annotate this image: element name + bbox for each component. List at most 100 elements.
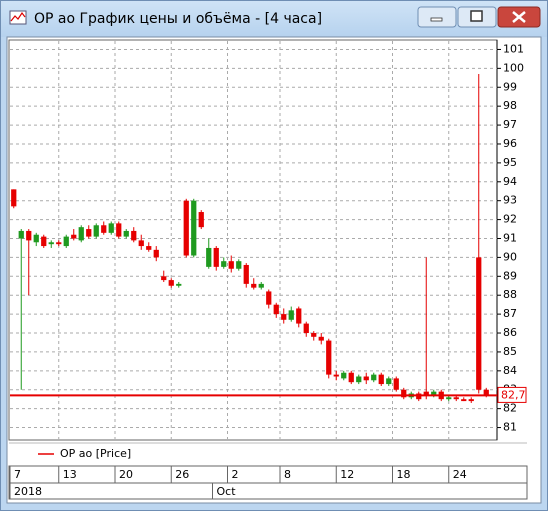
candle-body — [266, 291, 272, 305]
candle-body — [258, 283, 264, 288]
x-tick-label: 20 — [119, 468, 133, 481]
x-secondary-tick-label: 2018 — [14, 485, 42, 498]
y-tick-label: 93 — [503, 194, 517, 207]
maximize-button[interactable] — [457, 6, 497, 28]
candle-body — [303, 323, 309, 334]
y-tick-label: 81 — [503, 421, 517, 434]
candle-body — [393, 378, 399, 390]
minimize-button[interactable] — [417, 6, 457, 28]
candle-body — [11, 189, 17, 207]
candle-body — [101, 225, 107, 233]
y-tick-label: 82 — [503, 402, 517, 415]
y-tick-label: 89 — [503, 269, 517, 282]
legend-label: ОР ао [Price] — [60, 447, 131, 460]
candle-body — [183, 200, 189, 256]
candle-body — [131, 230, 137, 241]
candle-body — [333, 374, 339, 377]
candle-body — [423, 391, 429, 396]
candle-body — [288, 310, 294, 320]
candle-body — [311, 333, 317, 337]
candle-body — [41, 236, 47, 247]
candle-body — [446, 397, 452, 400]
candle-body — [153, 249, 159, 258]
candle-body — [468, 399, 474, 402]
candle-body — [326, 340, 332, 375]
x-secondary-tick-label: Oct — [217, 485, 237, 498]
candle-body — [483, 389, 489, 396]
candle-body — [348, 372, 354, 383]
candle-body — [138, 240, 144, 247]
candle-body — [33, 234, 39, 243]
candle-body — [116, 223, 122, 237]
candle-body — [206, 247, 212, 267]
candle-body — [78, 227, 84, 241]
y-tick-label: 95 — [503, 156, 517, 169]
candle-body — [198, 212, 204, 228]
close-button[interactable] — [497, 6, 541, 28]
candle-body — [341, 372, 347, 379]
y-tick-label: 96 — [503, 137, 517, 150]
y-tick-label: 87 — [503, 307, 517, 320]
x-tick-label: 18 — [397, 468, 411, 481]
candle-body — [108, 223, 114, 233]
candle-body — [123, 230, 129, 237]
candle-body — [236, 261, 242, 269]
x-tick-label: 12 — [340, 468, 354, 481]
candle-body — [378, 374, 384, 385]
candle-body — [221, 261, 227, 267]
candle-body — [273, 304, 279, 315]
candle-body — [146, 246, 152, 250]
y-tick-label: 84 — [503, 364, 517, 377]
y-tick-label: 91 — [503, 232, 517, 245]
window-title: ОР ао График цены и объёма - [4 часа] — [34, 11, 322, 27]
x-tick-label: 13 — [63, 468, 77, 481]
candle-body — [461, 399, 467, 402]
candle-body — [243, 264, 249, 284]
x-tick-label: 26 — [175, 468, 189, 481]
candle-body — [191, 200, 197, 256]
y-tick-label: 94 — [503, 175, 517, 188]
x-tick-label: 2 — [232, 468, 239, 481]
y-tick-label: 85 — [503, 345, 517, 358]
y-tick-label: 99 — [503, 80, 517, 93]
candle-body — [386, 378, 392, 385]
candle-body — [93, 225, 99, 237]
candle-body — [71, 234, 77, 239]
y-tick-label: 92 — [503, 213, 517, 226]
candle-body — [251, 283, 257, 288]
candle-body — [63, 236, 69, 247]
candle-body — [18, 230, 24, 239]
y-tick-label: 100 — [503, 61, 524, 74]
candle-body — [176, 283, 182, 286]
window-icon — [9, 10, 27, 25]
candle-body — [56, 242, 62, 245]
candle-body — [161, 276, 167, 281]
candle-body — [401, 389, 407, 398]
candle-body — [26, 230, 32, 241]
candle-body — [318, 336, 324, 341]
last-price-box — [497, 386, 527, 403]
candle-body — [371, 374, 377, 381]
candle-body — [48, 242, 54, 245]
candle-body — [296, 308, 302, 324]
candle-body — [356, 376, 362, 383]
x-tick-label: 24 — [453, 468, 467, 481]
y-tick-label: 101 — [503, 42, 524, 55]
candle-body — [476, 257, 482, 390]
candle-body — [281, 314, 287, 320]
candle-body — [213, 247, 219, 267]
y-tick-label: 88 — [503, 288, 517, 301]
candle-body — [228, 261, 234, 269]
candle-body — [363, 376, 369, 381]
candle-body — [431, 391, 437, 396]
y-tick-label: 90 — [503, 250, 517, 263]
x-tick-label: 8 — [284, 468, 291, 481]
candle-body — [86, 229, 92, 237]
candle-body — [453, 397, 459, 400]
x-tick-label: 7 — [14, 468, 21, 481]
candle-body — [168, 280, 174, 286]
last-price-label: 82,7 — [501, 388, 526, 401]
y-tick-label: 97 — [503, 118, 517, 131]
y-tick-label: 86 — [503, 326, 517, 339]
